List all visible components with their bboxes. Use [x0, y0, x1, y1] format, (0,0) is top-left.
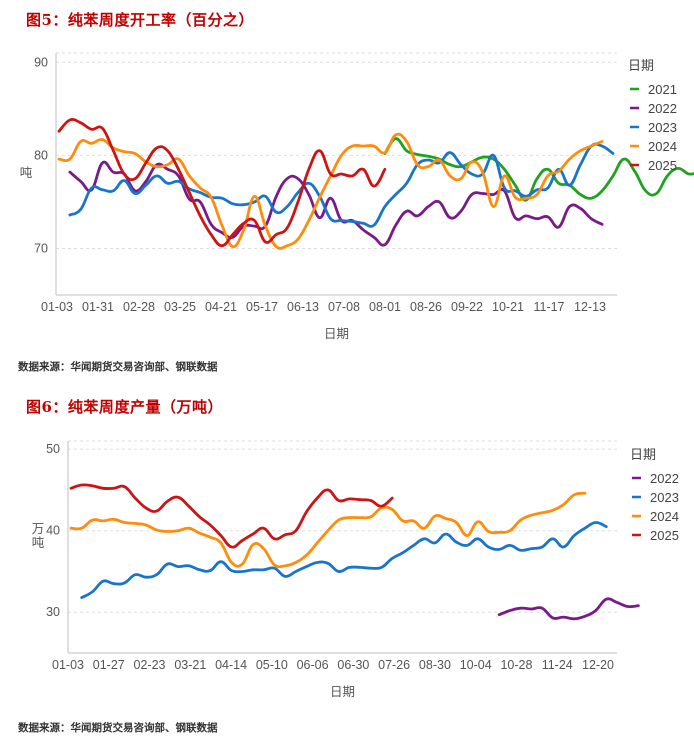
chart2-x-tick-label: 01-27 [93, 658, 125, 672]
chart1-legend-item-2024[interactable]: 2024 [648, 139, 677, 154]
chart2-x-tick-label: 06-06 [297, 658, 329, 672]
chart2-legend-title: 日期 [630, 447, 656, 462]
chart2-x-tick-label: 01-03 [52, 658, 84, 672]
chart1-x-tick-label: 04-21 [205, 300, 237, 314]
chart2-series-2023 [80, 521, 608, 599]
chart1-y-tick-label: 80 [34, 148, 48, 162]
chart1-x-tick-label: 08-01 [369, 300, 401, 314]
chart2-x-tick-label: 05-10 [256, 658, 288, 672]
figure5-source: 数据来源：华闻期货交易咨询部、钢联数据 [18, 361, 218, 373]
chart2-x-tick-label: 03-21 [174, 658, 206, 672]
figure5-title: 图5：纯苯周度开工率（百分之） [26, 11, 254, 29]
chart2-y-axis-title: 吨 [32, 535, 45, 550]
chart1-x-tick-label: 06-13 [287, 300, 319, 314]
figure6-source: 数据来源：华闻期货交易咨询部、钢联数据 [18, 722, 218, 734]
chart2-legend-item-2022[interactable]: 2022 [650, 471, 679, 486]
chart2-y-axis-title: 万 [32, 521, 45, 536]
chart1-series-2025 [57, 118, 387, 248]
chart-weekly-output: 30 40 50 01-03 01-27 02-23 03-21 04-14 05-10 06-0… [32, 440, 679, 699]
chart1-series-2022 [68, 160, 604, 247]
chart2-x-axis-title: 日期 [330, 684, 355, 699]
chart2-x-tick-label: 04-14 [215, 658, 247, 672]
chart2-legend-item-2025[interactable]: 2025 [650, 528, 679, 543]
chart2-y-tick-label: 50 [46, 442, 60, 456]
chart1-x-tick-label: 01-03 [41, 300, 73, 314]
chart1-x-tick-label: 10-21 [492, 300, 524, 314]
chart1-legend-item-2021[interactable]: 2021 [648, 82, 677, 97]
figure6-title: 图6：纯苯周度产量（万吨） [26, 398, 223, 416]
chart2-x-tick-label: 10-04 [460, 658, 492, 672]
chart2-legend-item-2024[interactable]: 2024 [650, 509, 679, 524]
chart1-y-tick-label: 70 [34, 241, 48, 255]
chart1-series-2023 [68, 142, 615, 228]
chart2-y-tick-label: 40 [46, 524, 60, 538]
chart1-x-tick-label: 08-26 [410, 300, 442, 314]
chart2-y-tick-label: 30 [46, 605, 60, 619]
chart2-legend-item-2023[interactable]: 2023 [650, 490, 679, 505]
chart1-x-tick-label: 09-22 [451, 300, 483, 314]
chart1-x-tick-label: 03-25 [164, 300, 196, 314]
chart2-series-2025 [69, 483, 394, 549]
chart1-x-tick-label: 01-31 [82, 300, 114, 314]
chart1-y-axis-title: 吨 [20, 165, 33, 180]
chart1-x-axis-title: 日期 [324, 326, 349, 341]
chart1-x-tick-label: 05-17 [246, 300, 278, 314]
chart2-x-tick-label: 11-24 [542, 658, 573, 672]
chart1-legend-title: 日期 [628, 58, 654, 73]
chart1-x-tick-label: 07-08 [328, 300, 360, 314]
chart1-legend-item-2023[interactable]: 2023 [648, 120, 677, 135]
chart2-series-2022 [497, 597, 640, 621]
chart1-x-tick-label: 11-17 [533, 300, 564, 314]
chart1-y-tick-label: 90 [34, 55, 48, 69]
chart2-x-tick-label: 07-26 [378, 658, 410, 672]
chart2-x-tick-label: 10-28 [500, 658, 532, 672]
chart2-series-2024 [69, 491, 587, 569]
chart2-x-tick-label: 02-23 [134, 658, 166, 672]
chart1-legend-item-2022[interactable]: 2022 [648, 101, 677, 116]
chart1-x-tick-label: 12-13 [574, 300, 606, 314]
chart-weekly-operating-rate: 70 80 90 01-03 01-31 02-28 03-25 04-21 05-17 06-1… [20, 52, 694, 341]
chart1-legend-item-2025[interactable]: 2025 [648, 158, 677, 173]
chart2-x-tick-label: 06-30 [337, 658, 369, 672]
chart2-x-tick-label: 08-30 [419, 658, 451, 672]
chart2-x-tick-label: 12-20 [582, 658, 614, 672]
chart1-x-tick-label: 02-28 [123, 300, 155, 314]
